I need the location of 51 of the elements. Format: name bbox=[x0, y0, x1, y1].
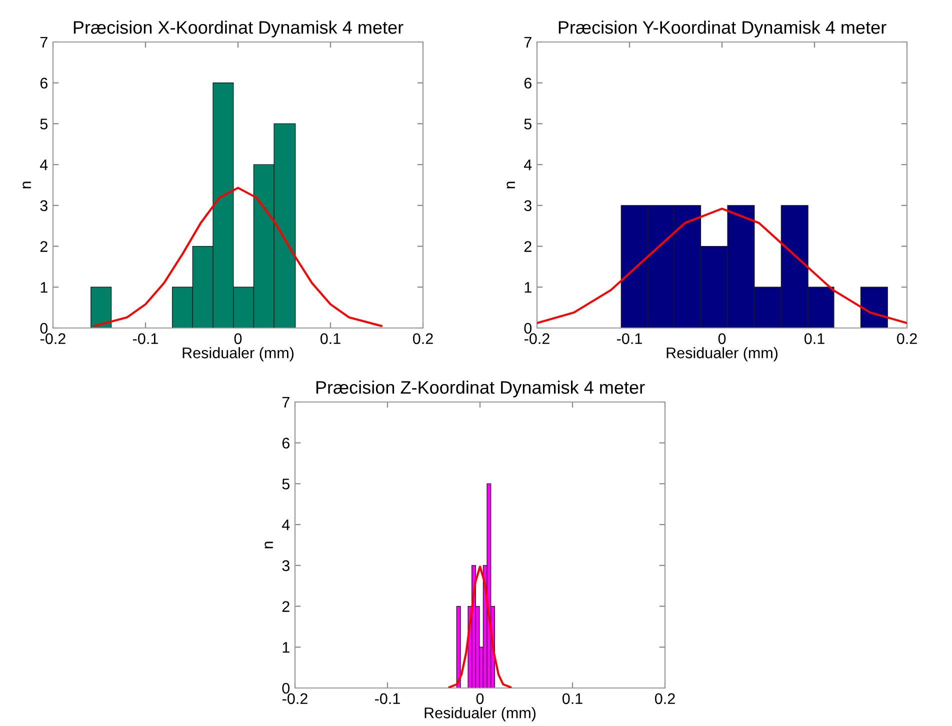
y-tick-label: 3 bbox=[40, 200, 48, 212]
y-tick-label: 0 bbox=[282, 682, 290, 694]
chart-title: Præcision X-Koordinat Dynamisk 4 meter bbox=[74, 20, 404, 38]
line-series bbox=[448, 566, 512, 688]
y-tick-label: 4 bbox=[40, 160, 48, 170]
x-tick-label: -0.2 bbox=[40, 333, 66, 344]
x-axis-title: Residualer (mm) bbox=[182, 347, 294, 362]
x-tick-label: -0.2 bbox=[524, 333, 550, 344]
y-axis-title: n bbox=[264, 542, 273, 548]
x-tick-label: -0.1 bbox=[375, 693, 400, 704]
x-tick-label: 0.2 bbox=[896, 333, 917, 344]
y-tick-label: 1 bbox=[40, 282, 48, 293]
chart-title: Præcision Y-Koordinat Dynamisk 4 meter bbox=[558, 20, 886, 38]
y-tick-label: 7 bbox=[524, 37, 532, 48]
line-series bbox=[537, 208, 907, 324]
line-series bbox=[94, 186, 382, 327]
y-tick-label: 5 bbox=[524, 118, 532, 130]
x-tick-label: 0 bbox=[476, 693, 484, 704]
y-tick-label: 1 bbox=[282, 642, 290, 653]
y-tick-label: 4 bbox=[282, 520, 290, 530]
y-tick-label: 4 bbox=[524, 160, 532, 170]
x-tick-label: 0.2 bbox=[412, 333, 433, 344]
y-tick-label: 3 bbox=[282, 560, 290, 572]
y-tick-label: 5 bbox=[282, 478, 290, 490]
y-axis-title: n bbox=[506, 182, 515, 188]
y-axis-title: n bbox=[22, 182, 31, 188]
x-tick-label: 0 bbox=[234, 333, 242, 344]
x-tick-label: 0.1 bbox=[804, 333, 824, 344]
y-tick-label: 1 bbox=[524, 282, 532, 293]
x-tick-label: 0.2 bbox=[654, 693, 675, 704]
x-tick-label: 0.1 bbox=[320, 333, 340, 344]
x-tick-label: 0.1 bbox=[562, 693, 582, 704]
y-tick-label: 5 bbox=[40, 118, 48, 130]
y-tick-label: 0 bbox=[40, 322, 48, 334]
y-tick-label: 6 bbox=[282, 438, 290, 449]
y-tick-label: 2 bbox=[40, 241, 48, 252]
chart-title: Præcision Z-Koordinat Dynamisk 4 meter bbox=[316, 380, 645, 398]
y-tick-label: 6 bbox=[40, 78, 48, 89]
y-tick-label: 7 bbox=[40, 37, 48, 48]
x-axis-title: Residualer (mm) bbox=[424, 707, 536, 722]
y-tick-label: 6 bbox=[524, 78, 532, 89]
y-tick-label: 0 bbox=[524, 322, 532, 334]
x-tick-label: -0.1 bbox=[133, 333, 158, 344]
y-tick-label: 2 bbox=[524, 241, 532, 252]
x-tick-label: 0 bbox=[718, 333, 726, 344]
y-tick-label: 7 bbox=[282, 397, 290, 408]
x-tick-label: -0.2 bbox=[282, 693, 308, 704]
x-axis-title: Residualer (mm) bbox=[666, 347, 778, 362]
x-tick-label: -0.1 bbox=[617, 333, 642, 344]
y-tick-label: 2 bbox=[282, 601, 290, 612]
y-tick-label: 3 bbox=[524, 200, 532, 212]
